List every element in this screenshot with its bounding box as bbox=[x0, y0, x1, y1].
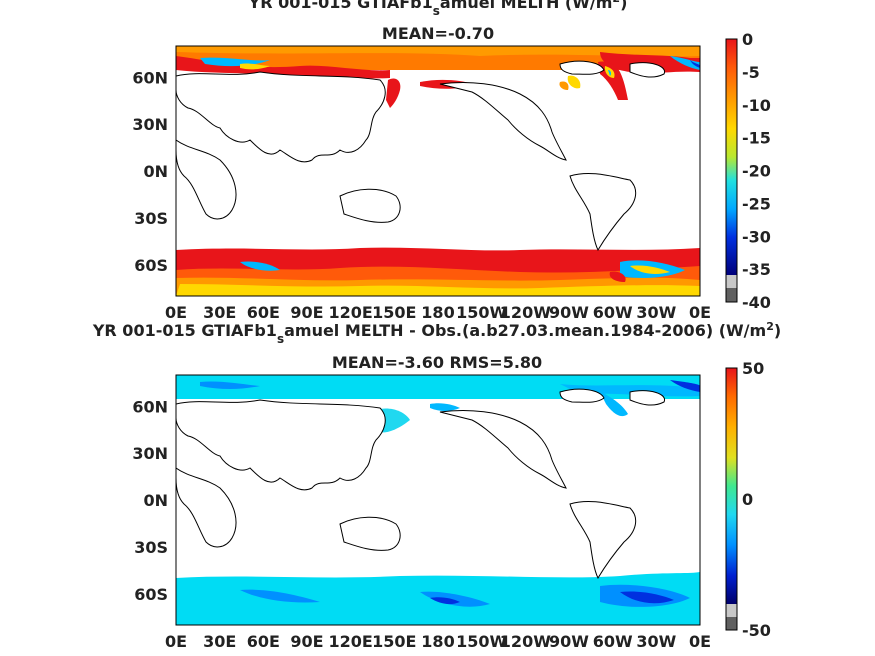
y-tick-labels-top: 60N 30N 0N 30S 60S bbox=[132, 68, 168, 275]
colorbar-tick-label: -50 bbox=[742, 621, 771, 640]
x-tick-label: 120E bbox=[329, 303, 373, 322]
y-tick-label: 0N bbox=[143, 162, 168, 181]
colorbar-tick-label: -20 bbox=[742, 162, 771, 181]
y-tick-label: 30S bbox=[134, 209, 168, 228]
x-tick-label: 120W bbox=[500, 303, 551, 322]
colorbar-bottom bbox=[726, 368, 737, 604]
x-tick-label: 0E bbox=[689, 303, 711, 322]
colorbar-tick-label: -5 bbox=[742, 63, 760, 82]
x-tick-label: 90W bbox=[549, 303, 589, 322]
y-tick-label: 60N bbox=[132, 397, 168, 416]
colorbar-tick-label: -25 bbox=[742, 194, 771, 213]
x-tick-label: 180 bbox=[421, 303, 454, 322]
colorbar-tick-label: -30 bbox=[742, 227, 771, 246]
panel-top: YR 001-015 GTIAFb1samuel MELTH (W/m2) ME… bbox=[132, 0, 771, 322]
x-tick-label: 0E bbox=[165, 632, 187, 651]
coastlines-bottom bbox=[176, 388, 666, 580]
coastlines-top bbox=[176, 60, 666, 252]
colorbar-tick-label: -35 bbox=[742, 260, 771, 279]
panel-bottom-subtitle: MEAN=-3.60 RMS=5.80 bbox=[332, 353, 542, 372]
panel-bottom-field bbox=[176, 375, 700, 625]
colorbar-tick-label: 0 bbox=[742, 30, 753, 49]
x-tick-label: 90W bbox=[549, 632, 589, 651]
y-tick-label: 60S bbox=[134, 585, 168, 604]
x-tick-label: 120E bbox=[329, 632, 373, 651]
colorbar-bottom-ticks: 50 0 -50 bbox=[742, 359, 771, 640]
x-tick-label: 120W bbox=[500, 632, 551, 651]
x-tick-label: 150W bbox=[456, 303, 507, 322]
colorbar-top bbox=[726, 39, 737, 275]
panel-top-title: YR 001-015 GTIAFb1samuel MELTH (W/m2) bbox=[248, 0, 628, 18]
x-tick-label: 90E bbox=[290, 303, 323, 322]
y-tick-label: 30S bbox=[134, 538, 168, 557]
x-tick-label: 60E bbox=[247, 303, 280, 322]
colorbar-top-ticks: 0 -5 -10 -15 -20 -25 -30 -35 -40 bbox=[742, 30, 771, 312]
x-tick-label: 180 bbox=[421, 632, 454, 651]
x-tick-label: 60E bbox=[247, 632, 280, 651]
panel-bottom: YR 001-015 GTIAFb1samuel MELTH - Obs.(a.… bbox=[92, 320, 781, 651]
y-tick-label: 30N bbox=[132, 444, 168, 463]
x-tick-label: 60W bbox=[593, 632, 633, 651]
y-tick-label: 0N bbox=[143, 491, 168, 510]
panel-top-subtitle: MEAN=-0.70 bbox=[382, 24, 494, 43]
colorbar-tick-label: -10 bbox=[742, 96, 771, 115]
x-tick-label: 30E bbox=[203, 303, 236, 322]
x-tick-label: 0E bbox=[689, 632, 711, 651]
x-tick-label: 30W bbox=[636, 632, 676, 651]
x-tick-label: 150E bbox=[372, 303, 416, 322]
y-tick-label: 60N bbox=[132, 68, 168, 87]
colorbar-tick-label: 50 bbox=[742, 359, 764, 378]
x-tick-label: 30E bbox=[203, 632, 236, 651]
panel-top-field bbox=[176, 46, 700, 296]
panel-bottom-title: YR 001-015 GTIAFb1samuel MELTH - Obs.(a.… bbox=[92, 320, 781, 346]
y-tick-labels-bottom: 60N 30N 0N 30S 60S bbox=[132, 397, 168, 604]
y-tick-label: 60S bbox=[134, 256, 168, 275]
x-tick-label: 150E bbox=[372, 632, 416, 651]
x-tick-label: 0E bbox=[165, 303, 187, 322]
x-tick-label: 60W bbox=[593, 303, 633, 322]
y-tick-label: 30N bbox=[132, 115, 168, 134]
x-tick-label: 90E bbox=[290, 632, 323, 651]
colorbar-tick-label: -40 bbox=[742, 293, 771, 312]
colorbar-tick-label: -15 bbox=[742, 129, 771, 148]
x-tick-label: 150W bbox=[456, 632, 507, 651]
x-tick-label: 30W bbox=[636, 303, 676, 322]
colorbar-tick-label: 0 bbox=[742, 490, 753, 509]
